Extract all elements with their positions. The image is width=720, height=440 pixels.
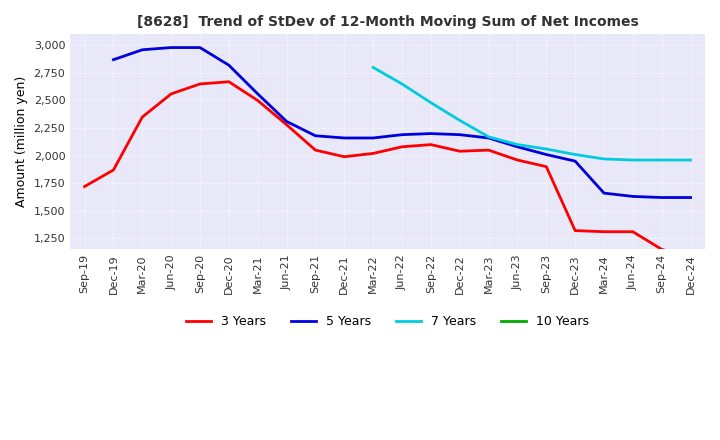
3 Years: [253, 98, 262, 103]
5 Years: [426, 131, 435, 136]
5 Years: [686, 195, 695, 200]
3 Years: [485, 147, 493, 153]
5 Years: [657, 195, 666, 200]
3 Years: [196, 81, 204, 87]
7 Years: [426, 100, 435, 105]
Line: 5 Years: 5 Years: [114, 48, 690, 198]
5 Years: [600, 191, 608, 196]
3 Years: [426, 142, 435, 147]
5 Years: [225, 62, 233, 68]
3 Years: [657, 247, 666, 252]
3 Years: [369, 151, 377, 156]
Legend: 3 Years, 5 Years, 7 Years, 10 Years: 3 Years, 5 Years, 7 Years, 10 Years: [181, 310, 594, 334]
3 Years: [80, 184, 89, 189]
7 Years: [657, 158, 666, 163]
7 Years: [542, 147, 551, 152]
3 Years: [167, 91, 176, 96]
7 Years: [485, 134, 493, 139]
3 Years: [686, 254, 695, 260]
5 Years: [282, 119, 291, 124]
3 Years: [225, 79, 233, 84]
3 Years: [109, 167, 118, 172]
7 Years: [629, 158, 637, 163]
5 Years: [485, 136, 493, 141]
5 Years: [196, 45, 204, 50]
Y-axis label: Amount (million yen): Amount (million yen): [15, 76, 28, 208]
7 Years: [571, 152, 580, 157]
7 Years: [513, 142, 522, 147]
5 Years: [340, 136, 348, 141]
5 Years: [629, 194, 637, 199]
7 Years: [686, 158, 695, 163]
5 Years: [253, 91, 262, 96]
3 Years: [138, 114, 147, 120]
Title: [8628]  Trend of StDev of 12-Month Moving Sum of Net Incomes: [8628] Trend of StDev of 12-Month Moving…: [137, 15, 639, 29]
3 Years: [571, 228, 580, 233]
5 Years: [109, 57, 118, 62]
7 Years: [397, 81, 406, 87]
7 Years: [600, 156, 608, 161]
5 Years: [542, 152, 551, 157]
5 Years: [397, 132, 406, 137]
3 Years: [397, 144, 406, 150]
5 Years: [167, 45, 176, 50]
7 Years: [369, 65, 377, 70]
3 Years: [513, 158, 522, 163]
5 Years: [456, 132, 464, 137]
3 Years: [311, 147, 320, 153]
5 Years: [138, 47, 147, 52]
3 Years: [600, 229, 608, 235]
5 Years: [369, 136, 377, 141]
3 Years: [456, 149, 464, 154]
3 Years: [282, 122, 291, 128]
5 Years: [513, 144, 522, 150]
3 Years: [542, 164, 551, 169]
3 Years: [629, 229, 637, 235]
5 Years: [311, 133, 320, 139]
3 Years: [340, 154, 348, 159]
Line: 3 Years: 3 Years: [84, 82, 690, 257]
7 Years: [456, 118, 464, 123]
Line: 7 Years: 7 Years: [373, 67, 690, 160]
5 Years: [571, 158, 580, 164]
